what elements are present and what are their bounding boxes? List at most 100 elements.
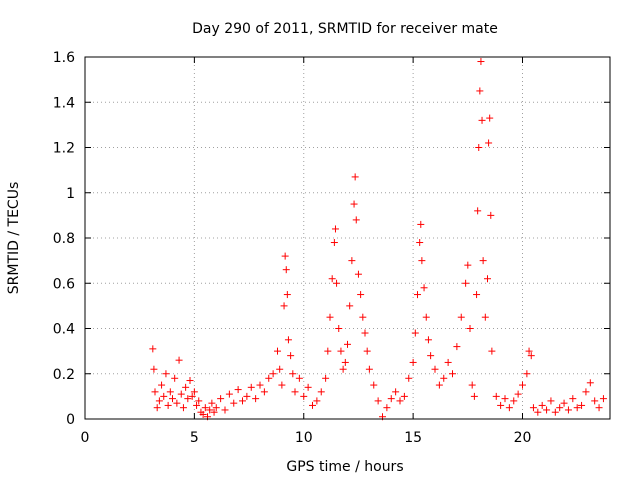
data-point (427, 352, 435, 360)
chart-title: Day 290 of 2011, SRMTID for receiver mat… (192, 21, 498, 37)
data-point (481, 313, 489, 321)
data-point (166, 388, 174, 396)
data-point (175, 356, 183, 364)
data-point (348, 257, 356, 265)
data-point (243, 392, 251, 400)
data-point (383, 404, 391, 412)
data-point (422, 313, 430, 321)
data-point (330, 239, 338, 247)
data-point (464, 261, 472, 269)
data-point (322, 374, 330, 382)
data-point (473, 291, 481, 299)
data-point (188, 392, 196, 400)
data-point (304, 383, 312, 391)
y-tick-label: 0.4 (53, 322, 75, 338)
data-point (281, 252, 289, 260)
data-point (354, 270, 362, 278)
y-tick-label: 0.8 (53, 231, 75, 247)
data-point (206, 406, 214, 414)
data-point (444, 358, 452, 366)
y-tick-label: 0.6 (53, 276, 75, 292)
data-point (578, 401, 586, 409)
data-point (396, 397, 404, 405)
x-tick-label: 0 (81, 430, 90, 446)
data-point (278, 381, 286, 389)
data-point (387, 395, 395, 403)
data-point (582, 388, 590, 396)
data-point (225, 390, 233, 398)
data-point (283, 291, 291, 299)
y-tick-label: 0 (66, 412, 75, 428)
data-point (361, 329, 369, 337)
data-point (195, 397, 203, 405)
data-point (155, 397, 163, 405)
data-point (182, 383, 190, 391)
data-point (162, 370, 170, 378)
data-point (337, 347, 345, 355)
data-point (564, 406, 572, 414)
data-point (417, 220, 425, 228)
data-point (470, 392, 478, 400)
data-point (212, 404, 220, 412)
data-point (265, 374, 273, 382)
data-point (276, 365, 284, 373)
data-point (514, 390, 522, 398)
data-point (179, 404, 187, 412)
data-point (173, 399, 181, 407)
data-point (440, 374, 448, 382)
data-point (416, 239, 424, 247)
data-point (221, 406, 229, 414)
data-point (326, 313, 334, 321)
data-point (468, 381, 476, 389)
data-point (357, 291, 365, 299)
data-point (149, 345, 157, 353)
x-axis-ticks: 0 5 10 15 20 (81, 57, 532, 446)
data-point (374, 397, 382, 405)
data-point (339, 365, 347, 373)
data-point (287, 352, 295, 360)
data-point (523, 370, 531, 378)
data-point (363, 347, 371, 355)
data-point (313, 397, 321, 405)
data-point (169, 395, 176, 403)
data-point (547, 397, 555, 405)
gridlines (85, 57, 610, 419)
data-point (153, 404, 161, 412)
data-point (344, 340, 351, 348)
data-point (492, 392, 500, 400)
data-point (177, 390, 185, 398)
x-tick-label: 20 (514, 430, 532, 446)
y-axis-ticks: 0 0.2 0.4 0.6 0.8 1 1.2 1.4 1.6 (53, 50, 610, 428)
data-point (466, 325, 474, 332)
data-point (282, 266, 290, 274)
data-point (486, 114, 494, 122)
data-point (309, 401, 316, 409)
data-point (208, 399, 216, 407)
data-point (186, 377, 194, 385)
data-point (190, 388, 198, 396)
x-axis-label: GPS time / hours (286, 459, 403, 475)
data-point (424, 336, 432, 344)
data-point (392, 388, 400, 396)
data-point (405, 374, 413, 382)
data-point (351, 173, 359, 181)
data-point (328, 275, 336, 283)
data-point (497, 401, 505, 409)
data-point (291, 388, 299, 396)
x-tick-label: 15 (404, 430, 422, 446)
data-point (435, 381, 443, 389)
data-point (252, 395, 260, 403)
data-point (595, 404, 603, 412)
data-point (201, 404, 209, 412)
data-point (538, 401, 546, 409)
data-point (431, 365, 439, 373)
data-point (462, 279, 470, 287)
data-point (479, 257, 487, 265)
data-point (505, 404, 513, 412)
data-point (599, 395, 607, 403)
data-point (350, 200, 358, 208)
data-point (529, 404, 537, 412)
data-point (193, 401, 201, 409)
data-point (280, 302, 288, 310)
